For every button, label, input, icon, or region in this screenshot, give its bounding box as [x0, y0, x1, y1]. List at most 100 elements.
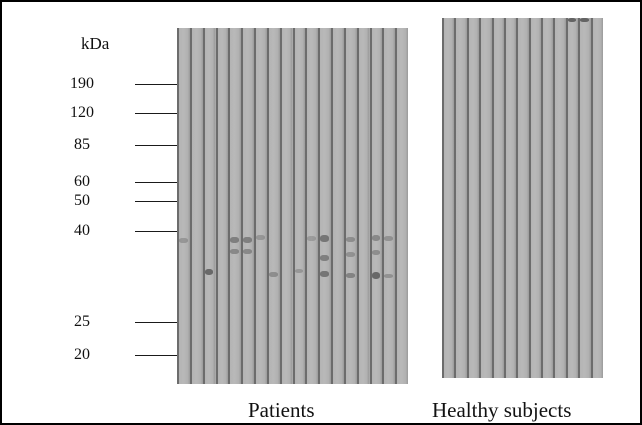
marker-tick: [135, 321, 177, 323]
blot-lane: [189, 28, 203, 384]
lane-separator: [466, 18, 469, 378]
marker-tick: [135, 144, 177, 146]
lane-separator: [454, 18, 457, 378]
blot-lane: [279, 28, 293, 384]
lane-separator: [279, 28, 282, 384]
marker-tick: [135, 200, 177, 202]
lane-separator: [356, 28, 359, 384]
marker-20: 20: [59, 346, 177, 363]
lane-separator: [565, 18, 568, 378]
protein-band: [320, 255, 329, 261]
marker-label: 60: [74, 173, 90, 190]
blot-lane: [466, 18, 480, 378]
protein-band: [580, 18, 589, 22]
marker-40: 40: [59, 222, 177, 239]
blot-lane: [578, 18, 591, 378]
protein-band: [230, 249, 240, 254]
unit-label: kDa: [81, 34, 110, 53]
lane-separator: [479, 18, 482, 378]
marker-85: 85: [59, 137, 177, 153]
blot-lane: [565, 18, 579, 378]
blot-lane: [318, 28, 331, 384]
protein-band: [320, 271, 329, 277]
lane-separator: [516, 18, 519, 378]
blot-lane: [479, 18, 492, 378]
lane-separator: [491, 18, 494, 378]
blot-lane: [331, 28, 344, 384]
lane-separator: [382, 28, 385, 384]
protein-band: [384, 274, 394, 278]
protein-band: [243, 237, 252, 243]
protein-band: [371, 272, 381, 279]
marker-50: 50: [59, 192, 177, 209]
marker-label: 120: [70, 104, 94, 121]
blot-lane: [528, 18, 542, 378]
blot-lane: [356, 28, 370, 384]
blot-lane: [491, 18, 504, 378]
lane-separator: [189, 28, 192, 384]
protein-band: [320, 235, 329, 242]
protein-band: [256, 235, 265, 240]
marker-tick: [135, 230, 177, 232]
marker-label: 40: [74, 222, 90, 239]
blot-lane: [177, 28, 190, 384]
lane-separator: [241, 28, 244, 384]
patients-blot-strips: [177, 28, 408, 384]
protein-band: [345, 273, 355, 278]
blot-lane: [369, 28, 383, 384]
blot-lane: [305, 28, 319, 384]
lane-separator: [318, 28, 321, 384]
marker-tick: [135, 83, 177, 85]
lane-separator: [177, 28, 179, 384]
protein-band: [268, 272, 278, 277]
protein-band: [567, 18, 577, 22]
lane-separator: [528, 18, 531, 378]
blot-lane: [202, 28, 216, 384]
blot-lane: [215, 28, 229, 384]
protein-band: [345, 252, 355, 257]
blot-lane: [382, 28, 396, 384]
marker-label: 190: [70, 75, 94, 92]
lane-separator: [228, 28, 231, 384]
marker-120: 120: [59, 104, 177, 121]
protein-band: [371, 250, 381, 255]
marker-label: 50: [74, 192, 90, 209]
blot-lane: [266, 28, 280, 384]
lane-separator: [266, 28, 269, 384]
lane-separator: [202, 28, 205, 384]
lane-separator: [369, 28, 372, 384]
protein-band: [345, 237, 355, 242]
lane-separator: [254, 28, 256, 384]
blot-lane: [454, 18, 467, 378]
blot-lane: [241, 28, 254, 384]
blot-lane: [590, 18, 603, 378]
healthy-subjects-caption: Healthy subjects: [432, 398, 572, 422]
patients-caption: Patients: [248, 398, 315, 422]
blot-lane: [292, 28, 306, 384]
marker-60: 60: [59, 173, 177, 190]
marker-label: 25: [74, 313, 90, 330]
lane-separator: [442, 18, 444, 378]
blot-lane: [553, 18, 566, 378]
blot-lane: [541, 18, 554, 378]
lane-separator: [541, 18, 544, 378]
marker-label: 20: [74, 346, 90, 363]
protein-band: [307, 236, 317, 241]
protein-band: [179, 238, 188, 243]
lane-separator: [395, 28, 398, 384]
lane-separator: [503, 18, 506, 378]
healthy-subjects-blot-strips: [442, 18, 603, 378]
marker-190: 190: [59, 75, 177, 92]
lane-separator: [305, 28, 308, 384]
protein-band: [384, 236, 394, 241]
blot-lane: [442, 18, 455, 378]
protein-band: [230, 237, 240, 243]
lane-separator: [292, 28, 295, 384]
blot-lane: [503, 18, 517, 378]
lane-separator: [578, 18, 581, 378]
marker-tick: [135, 181, 177, 183]
blot-lane: [395, 28, 408, 384]
blot-lane: [343, 28, 357, 384]
blot-lane: [516, 18, 529, 378]
